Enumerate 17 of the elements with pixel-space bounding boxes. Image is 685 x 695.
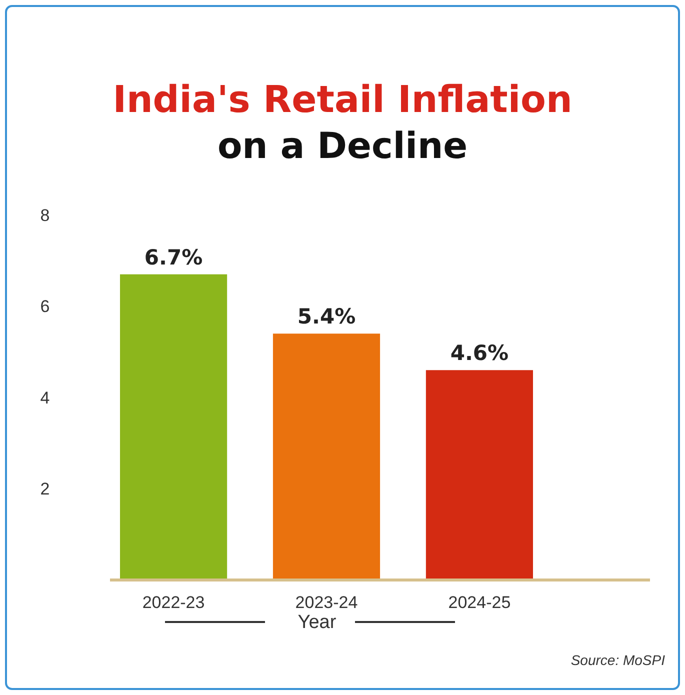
y-tick-label: 2 bbox=[40, 480, 50, 499]
data-label: 4.6% bbox=[450, 341, 509, 366]
bar bbox=[426, 370, 533, 580]
x-tick-label: 2023-24 bbox=[295, 593, 358, 612]
data-label: 5.4% bbox=[297, 304, 356, 329]
chart-subtitle: on a Decline bbox=[217, 126, 468, 167]
x-tick-label: 2024-25 bbox=[448, 593, 511, 612]
y-tick-label: 8 bbox=[40, 206, 50, 225]
data-label: 6.7% bbox=[144, 245, 203, 270]
x-axis-title: Year bbox=[298, 612, 337, 633]
bar bbox=[272, 334, 380, 580]
y-tick-label: 4 bbox=[40, 388, 50, 408]
chart-title: India's Retail Inflation bbox=[112, 78, 572, 121]
bar bbox=[120, 274, 228, 580]
source-note: Source: MoSPI bbox=[570, 652, 666, 668]
x-tick-label: 2022-23 bbox=[142, 593, 205, 612]
y-tick-label: 6 bbox=[40, 297, 50, 316]
